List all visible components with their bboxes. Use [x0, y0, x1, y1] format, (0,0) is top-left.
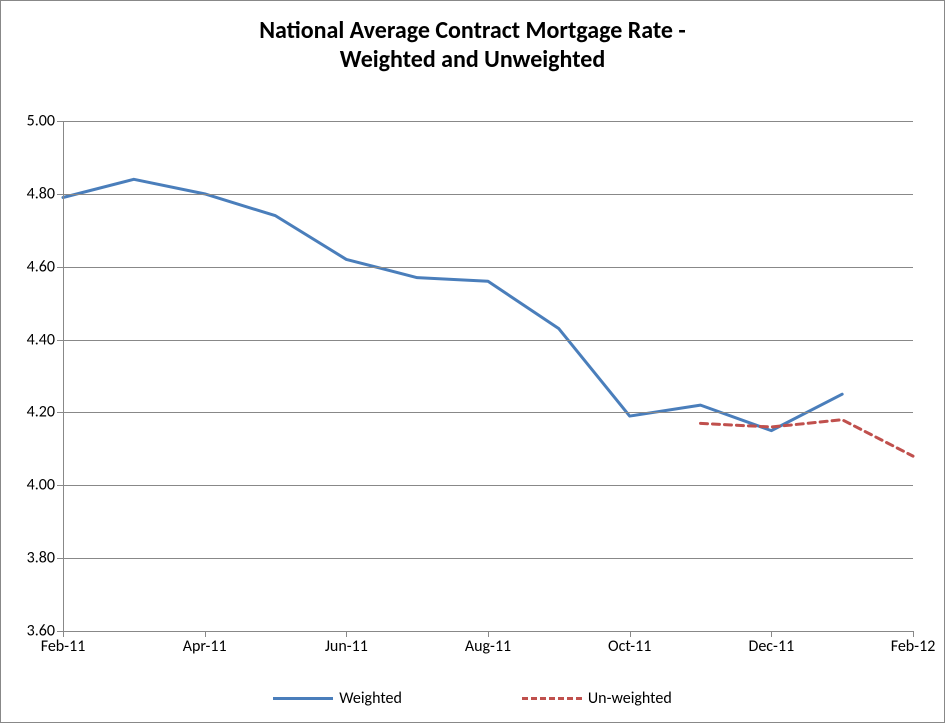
gridline [63, 194, 913, 195]
plot-area: 3.603.804.004.204.404.604.805.00Feb-11Ap… [63, 121, 913, 631]
chart-title: National Average Contract Mortgage Rate … [1, 17, 944, 75]
x-tick-label: Feb-12 [891, 631, 936, 656]
y-tick-label: 4.00 [27, 476, 63, 495]
gridline [63, 340, 913, 341]
y-axis-line [63, 121, 64, 631]
y-tick-label: 4.80 [27, 184, 63, 203]
x-tick-label: Oct-11 [608, 631, 651, 656]
x-tick-label: Dec-11 [748, 631, 794, 656]
x-tick-label: Aug-11 [465, 631, 511, 656]
legend-item-un-weighted: Un-weighted [522, 689, 672, 708]
gridline [63, 412, 913, 413]
series-line-un-weighted [701, 420, 914, 456]
legend-label: Un-weighted [588, 689, 672, 708]
legend: Weighted Un-weighted [1, 689, 944, 708]
x-tick-label: Apr-11 [183, 631, 227, 656]
gridline [63, 485, 913, 486]
x-tick-label: Jun-11 [325, 631, 368, 656]
gridline [63, 121, 913, 122]
legend-item-weighted: Weighted [273, 689, 402, 708]
y-tick-label: 4.40 [27, 330, 63, 349]
y-tick-label: 4.60 [27, 257, 63, 276]
legend-swatch [522, 697, 582, 700]
gridline [63, 558, 913, 559]
y-tick-label: 3.80 [27, 549, 63, 568]
series-line-weighted [63, 179, 842, 430]
y-tick-label: 4.20 [27, 403, 63, 422]
x-tick-label: Feb-11 [41, 631, 86, 656]
y-tick-label: 5.00 [27, 112, 63, 131]
gridline [63, 267, 913, 268]
chart-container: National Average Contract Mortgage Rate … [0, 0, 945, 723]
legend-swatch [273, 697, 333, 700]
chart-lines [63, 121, 913, 631]
legend-label: Weighted [339, 689, 402, 708]
